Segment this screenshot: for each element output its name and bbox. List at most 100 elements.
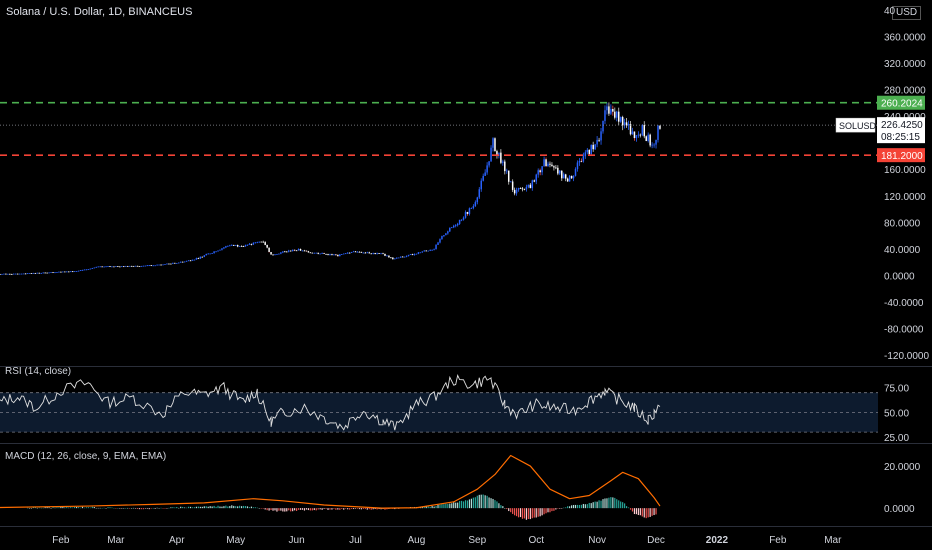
candle — [364, 251, 367, 254]
macd-histogram-bar — [217, 505, 219, 509]
candle-body — [547, 163, 549, 167]
time-axis: Feb Mar Apr May Jun Jul Aug Sep Oct Nov Dec 2022 Feb… — [52, 535, 842, 546]
macd-histogram-bar — [303, 508, 306, 511]
candle — [344, 253, 347, 255]
candle-body — [231, 245, 233, 246]
macd-histogram-bar — [146, 508, 148, 509]
candle — [637, 131, 640, 138]
candle — [464, 210, 467, 219]
candle-body — [142, 265, 145, 267]
candle-body — [502, 161, 504, 163]
candle — [156, 264, 158, 266]
currency-selector[interactable]: USD — [892, 6, 922, 20]
candle-body — [337, 254, 339, 257]
macd-histogram-bar — [612, 497, 614, 509]
candle — [28, 273, 31, 274]
candle-body — [482, 175, 484, 181]
y-tick-label: -80.0000 — [884, 325, 924, 336]
macd-histogram-bar — [366, 508, 368, 510]
candle-body — [3, 273, 5, 275]
candle — [350, 251, 353, 253]
candle — [509, 181, 512, 183]
candle-body — [250, 243, 253, 245]
macd-histogram-bar — [50, 508, 52, 509]
candle-body — [246, 244, 249, 246]
candle — [616, 110, 618, 122]
candle — [234, 244, 237, 246]
macd-histogram-bar — [252, 507, 254, 509]
rsi-label: RSI (14, close) — [5, 366, 71, 377]
candle-body — [46, 272, 48, 274]
candle-body — [60, 271, 62, 273]
candle — [641, 124, 644, 137]
candle-body — [187, 260, 190, 262]
candle-body — [101, 266, 103, 268]
candle-body — [321, 253, 323, 254]
candle — [333, 254, 335, 256]
macd-histogram-bar — [515, 508, 518, 517]
candle — [119, 266, 121, 268]
y-tick-label: 40.0000 — [884, 245, 921, 256]
candle — [134, 265, 137, 267]
candle — [124, 265, 127, 267]
candle — [309, 252, 312, 254]
candle — [572, 175, 575, 182]
x-tick-label: Dec — [647, 535, 665, 546]
candle-body — [284, 251, 286, 253]
x-tick-label: Mar — [824, 535, 842, 546]
candle — [368, 251, 371, 254]
candle — [604, 105, 606, 125]
candle — [388, 255, 390, 258]
macd-histogram-bar — [592, 502, 594, 509]
macd-histogram-bar — [504, 508, 506, 509]
candle-body — [653, 144, 655, 146]
macd-histogram-bar — [561, 508, 563, 509]
candle — [378, 253, 380, 254]
macd-histogram-bar — [553, 508, 555, 511]
macd-histogram-bar — [478, 494, 480, 509]
candle — [411, 253, 414, 256]
macd-histogram-bar — [567, 506, 569, 509]
macd-histogram-bar — [372, 508, 374, 510]
macd-histogram-bar — [74, 506, 76, 509]
candle-body — [484, 172, 486, 176]
macd-histogram-bar — [541, 508, 543, 516]
candle — [20, 273, 23, 275]
candle — [14, 273, 17, 275]
candle-body — [604, 110, 606, 121]
candle — [209, 253, 211, 255]
macd-histogram-bar — [81, 506, 84, 509]
macd-histogram-bar — [523, 508, 526, 519]
candle — [282, 251, 284, 254]
macd-histogram-bar — [370, 508, 372, 510]
candle-body — [578, 160, 581, 163]
candle — [325, 253, 327, 255]
candle-body — [189, 260, 192, 262]
candle — [617, 107, 620, 126]
candle — [24, 273, 27, 275]
macd-histogram-bar — [451, 503, 453, 509]
candle-body — [451, 227, 453, 229]
macd-histogram-bar — [227, 506, 229, 509]
macd-histogram-bar — [368, 508, 370, 510]
y-tick-label: 80.0000 — [884, 218, 921, 229]
candle-body — [215, 251, 217, 253]
candle-body — [339, 254, 341, 257]
candle-body — [97, 266, 99, 268]
macd-histogram-bar — [543, 508, 545, 515]
macd-histogram-bar — [46, 507, 48, 509]
macd-histogram-bar — [539, 508, 541, 517]
candle-body — [115, 266, 117, 268]
support-price-tag — [877, 148, 925, 163]
candle — [576, 160, 579, 172]
candle — [559, 170, 561, 176]
candle-body — [68, 271, 70, 273]
support-price-label: 181.2000 — [881, 151, 923, 162]
candle — [172, 262, 174, 265]
macd-histogram-bar — [527, 508, 529, 519]
candle-body — [234, 245, 237, 246]
macd-histogram-bar — [374, 508, 376, 510]
candle-body — [572, 175, 575, 179]
candle — [608, 102, 610, 116]
